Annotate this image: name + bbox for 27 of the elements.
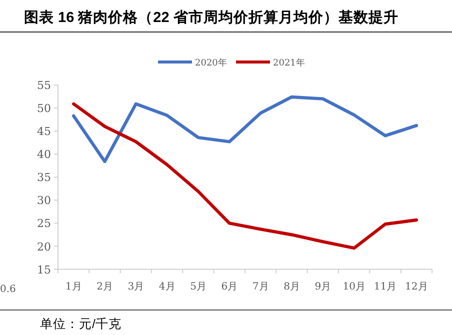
x-tick-label: 12月 [405, 281, 428, 292]
x-tick-label: 2月 [96, 281, 113, 292]
x-tick-label: 5月 [190, 281, 206, 292]
title: 图表 16 猪肉价格（22 省市周均价折算月均价）基数提升 [24, 10, 398, 26]
legend-label: 2021年 [273, 58, 305, 68]
y-tick-label: 30 [37, 194, 51, 208]
x-tick-label: 10月 [342, 281, 366, 292]
y-tick-label: 20 [37, 240, 51, 254]
x-tick-label: 7月 [252, 281, 269, 292]
x-tick-label: 6月 [221, 281, 238, 292]
x-tick-label: 1月 [65, 281, 82, 292]
y-tick-label: 15 [37, 263, 51, 276]
y-tick-label: 25 [37, 217, 51, 230]
x-tick-label: 8月 [284, 281, 300, 292]
x-tick-label: 4月 [158, 281, 176, 292]
y-tick-label: 40 [37, 148, 51, 162]
y-tick-label: 45 [37, 125, 51, 138]
x-tick-label: 3月 [128, 281, 144, 292]
x-tick-label: 9月 [314, 281, 332, 292]
annotation: 单位：元/千克 [40, 317, 122, 331]
y-tick-label: 55 [37, 79, 51, 92]
y-tick-label: 35 [37, 171, 51, 184]
annotation: 0.6 [0, 284, 16, 295]
legend-label: 2020年 [195, 58, 227, 68]
plot: 15 20 25 30 35 40 45 50 55 1月 2月 3月 4月 5月 6月 7月 8月 9月 10月 11月 12月 [37, 79, 432, 292]
x-tick-label: 11月 [374, 281, 397, 292]
y-tick-label: 50 [37, 102, 51, 116]
